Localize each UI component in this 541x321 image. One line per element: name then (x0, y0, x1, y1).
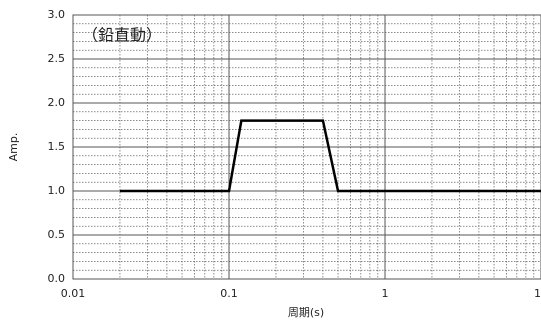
plot-frame (72, 14, 541, 280)
y-tick-label: 2.0 (48, 96, 66, 109)
x-axis-label: 周期(s) (288, 306, 324, 319)
x-tick-label: 1 (382, 287, 389, 300)
x-tick-label: 0.01 (61, 287, 86, 300)
x-tick-label: 0.1 (220, 287, 238, 300)
data-line (119, 119, 541, 193)
y-axis-label: Amp. (7, 133, 20, 162)
y-tick-label: 1.5 (48, 140, 66, 153)
y-tick-label: 2.5 (48, 52, 66, 65)
y-tick-label: 0.5 (48, 228, 66, 241)
plot: 0.0 0.5 1.0 1.5 2.0 2.5 3.0 0.01 0.1 1 10 (48, 8, 541, 300)
y-tick-label: 1.0 (48, 184, 66, 197)
x-tick-label: 10 (534, 287, 541, 300)
annotation: （鉛直動） (82, 26, 162, 45)
y-tick-label: 3.0 (48, 8, 66, 21)
y-tick-label: 0.0 (48, 272, 66, 285)
